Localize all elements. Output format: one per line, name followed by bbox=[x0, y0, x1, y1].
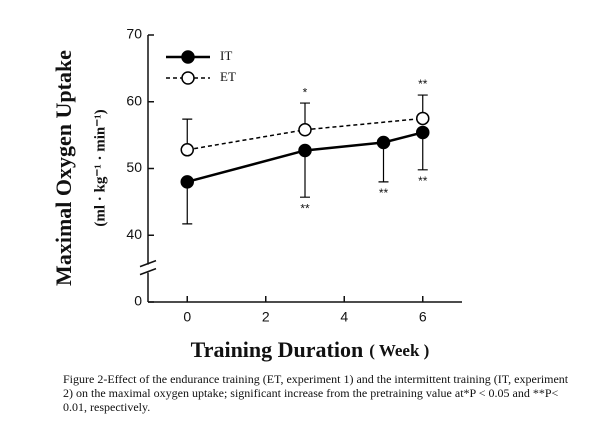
x-tick-label: 4 bbox=[340, 309, 348, 325]
data-point bbox=[416, 111, 430, 126]
legend-label: IT bbox=[220, 48, 232, 63]
legend-label: ET bbox=[220, 69, 236, 84]
x-tick-label: 0 bbox=[183, 309, 191, 325]
significance-mark: ** bbox=[379, 186, 389, 200]
y-axis-unit: (ml · kg⁻¹ · min⁻¹) bbox=[92, 109, 108, 226]
data-point bbox=[298, 143, 312, 158]
axis-break bbox=[139, 259, 157, 276]
data-point bbox=[376, 135, 391, 150]
x-tick-label: 2 bbox=[262, 309, 270, 325]
data-point bbox=[298, 123, 312, 137]
y-tick-label: 40 bbox=[126, 226, 142, 242]
significance-mark: ** bbox=[418, 174, 428, 188]
y-tick-label: 60 bbox=[126, 92, 142, 108]
error-bar bbox=[300, 150, 310, 198]
y-tick-label: 70 bbox=[126, 26, 142, 42]
series-line bbox=[186, 131, 424, 184]
caption: Figure 2-Effect of the endurance trainin… bbox=[63, 372, 569, 414]
legend-marker bbox=[181, 71, 195, 85]
x-axis-title: Training Duration bbox=[191, 337, 364, 362]
chart: Maximal Oxygen Uptake (ml · kg⁻¹ · min⁻¹… bbox=[51, 26, 462, 362]
data-point bbox=[416, 125, 430, 140]
y-tick-label: 0 bbox=[134, 293, 142, 309]
significance-mark: ** bbox=[418, 77, 428, 91]
significance-mark: * bbox=[303, 85, 308, 99]
y-tick-label: 50 bbox=[126, 159, 142, 175]
legend-marker bbox=[181, 50, 195, 64]
x-axis-unit: ( Week ) bbox=[369, 341, 429, 360]
data-point bbox=[180, 143, 194, 157]
data-point bbox=[180, 175, 194, 189]
error-bar bbox=[182, 181, 193, 225]
x-tick-label: 6 bbox=[419, 309, 427, 325]
x-axis-label: Training Duration ( Week ) bbox=[191, 337, 430, 362]
y-axis-label: Maximal Oxygen Uptake bbox=[51, 50, 76, 286]
significance-mark: ** bbox=[300, 201, 310, 215]
